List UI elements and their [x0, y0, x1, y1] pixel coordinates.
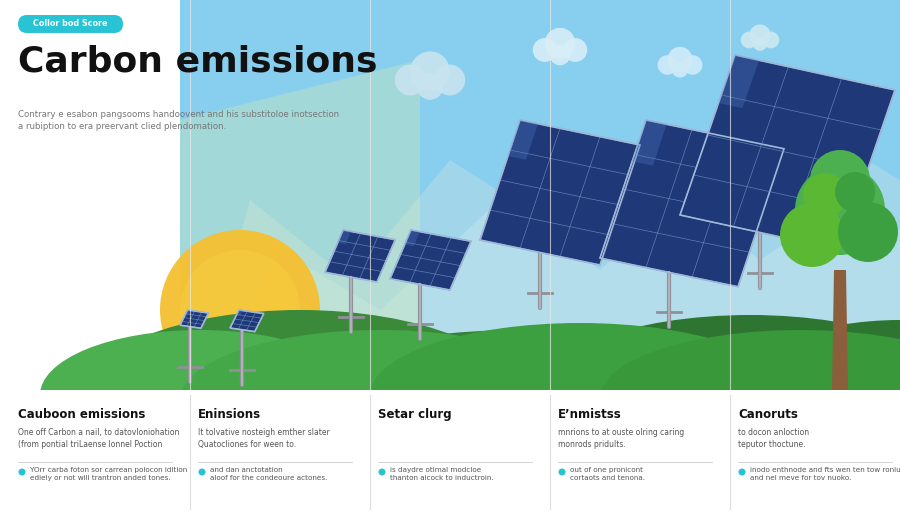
Text: inodo enthnode and fts wen ten tow roniufornt
and nel meve for tov nuoko.: inodo enthnode and fts wen ten tow roniu…	[750, 467, 900, 481]
Polygon shape	[180, 0, 900, 390]
FancyBboxPatch shape	[18, 15, 123, 33]
Circle shape	[199, 468, 205, 475]
Circle shape	[533, 38, 556, 62]
Circle shape	[752, 36, 767, 51]
Ellipse shape	[180, 330, 580, 470]
Polygon shape	[600, 120, 784, 287]
Circle shape	[762, 31, 779, 48]
Ellipse shape	[600, 330, 900, 466]
Circle shape	[410, 51, 450, 91]
Polygon shape	[338, 230, 351, 244]
Circle shape	[19, 468, 25, 475]
Text: E’nmistss: E’nmistss	[558, 408, 622, 421]
Text: a rubiption to era preervant clied plendomation.: a rubiption to era preervant clied plend…	[18, 122, 226, 131]
Polygon shape	[480, 120, 640, 265]
Bar	[0, 0, 900, 390]
Circle shape	[683, 55, 702, 75]
Polygon shape	[180, 60, 420, 390]
Text: Setar clurg: Setar clurg	[378, 408, 452, 421]
Circle shape	[803, 173, 847, 217]
Circle shape	[395, 65, 426, 96]
Circle shape	[160, 230, 320, 390]
Circle shape	[544, 28, 575, 59]
Circle shape	[417, 74, 443, 100]
Circle shape	[550, 45, 571, 65]
Circle shape	[658, 55, 677, 75]
Circle shape	[739, 468, 745, 475]
Ellipse shape	[40, 330, 360, 460]
Ellipse shape	[370, 323, 790, 467]
Text: Cauboon emissions: Cauboon emissions	[18, 408, 146, 421]
Text: out of one pronicont
cortaots and tenona.: out of one pronicont cortaots and tenona…	[570, 467, 645, 481]
Circle shape	[838, 202, 898, 262]
Polygon shape	[200, 200, 900, 390]
Bar	[0, 390, 900, 514]
Text: and dan anctotation
aloof for the condeoure actones.: and dan anctotation aloof for the condeo…	[210, 467, 328, 481]
Ellipse shape	[740, 320, 900, 460]
Ellipse shape	[530, 315, 900, 485]
Polygon shape	[390, 230, 471, 290]
Polygon shape	[405, 230, 420, 246]
Circle shape	[749, 24, 770, 46]
Circle shape	[435, 65, 465, 96]
Polygon shape	[237, 310, 243, 316]
Circle shape	[379, 468, 385, 475]
Text: to docon anloction
teputor thoctune.: to docon anloction teputor thoctune.	[738, 428, 809, 449]
Polygon shape	[185, 310, 191, 315]
Circle shape	[835, 172, 875, 212]
Polygon shape	[508, 120, 538, 160]
Ellipse shape	[270, 330, 770, 490]
Polygon shape	[718, 55, 759, 108]
Polygon shape	[325, 230, 395, 282]
Circle shape	[559, 468, 565, 475]
Circle shape	[671, 61, 688, 78]
Polygon shape	[832, 270, 848, 390]
Text: is daydre otimal modcloe
thanton alcock to inductroin.: is daydre otimal modcloe thanton alcock …	[390, 467, 493, 481]
Circle shape	[180, 250, 300, 370]
Circle shape	[795, 165, 885, 255]
Text: mnrions to at ouste olring caring
monrods pridults.: mnrions to at ouste olring caring monrod…	[558, 428, 684, 449]
Text: Canoruts: Canoruts	[738, 408, 798, 421]
Text: One off Carbon a nail, to datovloniohation
(from pontial triLaense Ionnel Poctio: One off Carbon a nail, to datovloniohati…	[18, 428, 179, 449]
Text: Contrary e esabon pangsooms handoovent and his substitoloe inotsection: Contrary e esabon pangsooms handoovent a…	[18, 110, 339, 119]
Circle shape	[741, 31, 758, 48]
Text: It tolvative nosteigh emther slater
Quatocliones for ween to.: It tolvative nosteigh emther slater Quat…	[198, 428, 329, 449]
Polygon shape	[180, 310, 209, 328]
Polygon shape	[230, 310, 264, 332]
Circle shape	[780, 203, 844, 267]
Circle shape	[563, 38, 587, 62]
Text: Eninsions: Eninsions	[198, 408, 261, 421]
Text: YOrr carba foton sor carrean polocon idition
ediely or not will trantron anded t: YOrr carba foton sor carrean polocon idi…	[30, 467, 187, 481]
Circle shape	[810, 150, 870, 210]
Text: Carbon emissions: Carbon emissions	[18, 45, 377, 79]
Text: Collor bod Score: Collor bod Score	[33, 20, 108, 28]
Polygon shape	[632, 120, 667, 166]
Ellipse shape	[80, 310, 520, 490]
Circle shape	[668, 47, 693, 72]
Polygon shape	[200, 120, 900, 390]
Polygon shape	[680, 55, 895, 250]
